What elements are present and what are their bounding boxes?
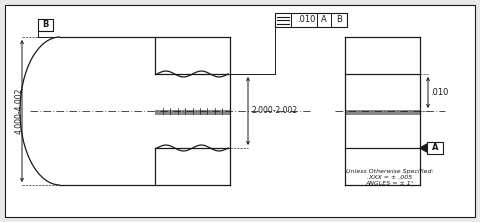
Text: A: A [432,143,438,153]
Bar [345,110,420,115]
Text: ANGLES = ± 1°: ANGLES = ± 1° [366,181,414,186]
Bar [38,19,53,31]
Text: 4.000-4.002: 4.000-4.002 [14,88,24,134]
Text: B: B [42,20,48,30]
Text: Unless Otherwise Specified:: Unless Otherwise Specified: [346,169,434,174]
Bar [427,142,443,154]
Text: A: A [321,16,327,24]
Polygon shape [420,144,427,152]
FancyBboxPatch shape [5,5,475,217]
Bar [275,13,347,27]
Text: B: B [336,16,342,24]
Text: .010: .010 [430,88,448,97]
Text: .010: .010 [297,16,315,24]
Text: 2.000-2.002: 2.000-2.002 [251,107,297,115]
Text: .XXX = ± .005: .XXX = ± .005 [367,175,413,180]
Bar [155,110,230,115]
